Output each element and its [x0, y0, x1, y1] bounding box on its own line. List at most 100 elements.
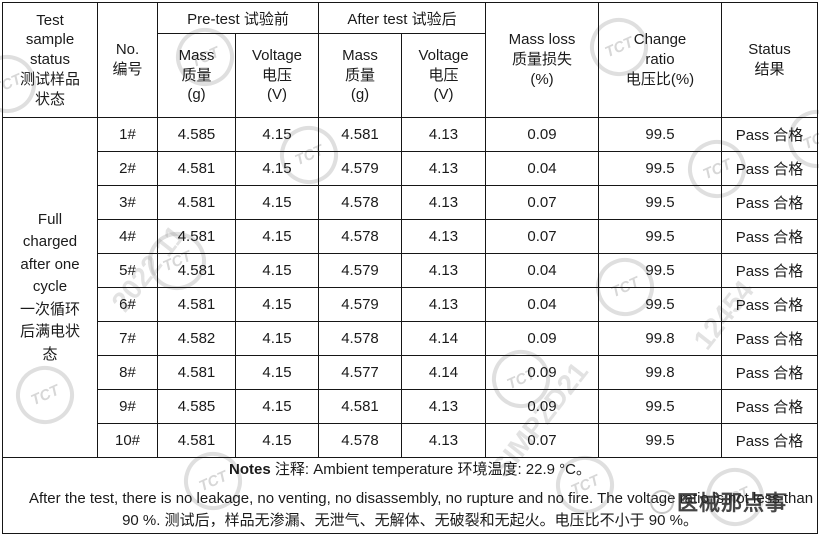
cell-pre-voltage: 4.15 [235, 287, 319, 322]
cell-mass-loss: 0.09 [485, 355, 600, 390]
cell-change-ratio: 99.8 [598, 321, 723, 356]
cell-no: 5# [97, 253, 158, 288]
cell-no: 4# [97, 219, 158, 254]
header-no: No. 编号 [97, 2, 158, 118]
cell-no: 9# [97, 389, 158, 424]
cell-no: 10# [97, 423, 158, 458]
cell-pre-mass: 4.581 [157, 355, 236, 390]
test-results-table: Test sample status 测试样品 状态 No. 编号 Pre-te… [1, 2, 819, 534]
cell-status: Pass 合格 [721, 185, 819, 220]
cell-pre-mass: 4.581 [157, 219, 236, 254]
cell-pre-mass: 4.581 [157, 287, 236, 322]
cell-change-ratio: 99.5 [598, 253, 723, 288]
table-row: Full charged after one cycle 一次循环 后满电状 态… [2, 117, 819, 458]
cell-post-voltage: 4.13 [400, 117, 487, 152]
cell-no: 3# [97, 185, 158, 220]
cell-post-voltage: 4.13 [400, 389, 487, 424]
cell-pre-voltage: 4.15 [235, 321, 319, 356]
cell-post-mass: 4.579 [318, 253, 402, 288]
header-after-test: After test 试验后 [317, 2, 487, 34]
cell-post-voltage: 4.14 [400, 355, 487, 390]
cell-post-mass: 4.581 [318, 117, 402, 152]
header-pre-mass: Mass 质量 (g) [157, 33, 236, 118]
cell-post-voltage: 4.13 [400, 253, 487, 288]
cell-pre-voltage: 4.15 [235, 117, 319, 152]
cell-no: 7# [97, 321, 158, 356]
cell-post-voltage: 4.13 [400, 423, 487, 458]
cell-pre-mass: 4.581 [157, 185, 236, 220]
cell-change-ratio: 99.5 [598, 219, 723, 254]
cell-no: 1# [97, 117, 158, 152]
table-row: 8# 4.581 4.15 4.577 4.14 0.09 99.8 Pass … [3, 355, 819, 390]
cell-status: Pass 合格 [721, 151, 819, 186]
header-mass-loss: Mass loss 质量损失 (%) [485, 2, 600, 118]
cell-change-ratio: 99.8 [598, 355, 723, 390]
cell-change-ratio: 99.5 [598, 389, 723, 424]
cell-mass-loss: 0.09 [485, 321, 600, 356]
header-sample-status: Test sample status 测试样品 状态 [2, 2, 98, 118]
cell-pre-voltage: 4.15 [235, 423, 319, 458]
header-pre-voltage: Voltage 电压 (V) [235, 33, 319, 118]
table-row: 5# 4.581 4.15 4.579 4.13 0.04 99.5 Pass … [3, 253, 819, 288]
cell-pre-voltage: 4.15 [235, 389, 319, 424]
header-change-ratio: Change ratio 电压比(%) [598, 2, 723, 118]
table-row: 2# 4.581 4.15 4.579 4.13 0.04 99.5 Pass … [3, 151, 819, 186]
table-row: 9# 4.585 4.15 4.581 4.13 0.09 99.5 Pass … [3, 389, 819, 424]
cell-change-ratio: 99.5 [598, 117, 723, 152]
cell-status: Pass 合格 [721, 117, 819, 152]
cell-status: Pass 合格 [721, 287, 819, 322]
table-row: 7# 4.582 4.15 4.578 4.14 0.09 99.8 Pass … [3, 321, 819, 356]
cell-status: Pass 合格 [721, 355, 819, 390]
cell-change-ratio: 99.5 [598, 287, 723, 322]
cell-pre-voltage: 4.15 [235, 355, 319, 390]
cell-no: 8# [97, 355, 158, 390]
cell-post-mass: 4.579 [318, 151, 402, 186]
cell-post-mass: 4.577 [318, 355, 402, 390]
cell-mass-loss: 0.07 [485, 185, 600, 220]
cell-pre-mass: 4.581 [157, 151, 236, 186]
cell-status: Pass 合格 [721, 219, 819, 254]
cell-post-mass: 4.578 [318, 185, 402, 220]
cell-change-ratio: 99.5 [598, 423, 723, 458]
cell-status: Pass 合格 [721, 321, 819, 356]
header-pre-test: Pre-test 试验前 [157, 2, 319, 34]
cell-post-mass: 4.581 [318, 389, 402, 424]
cell-post-voltage: 4.13 [400, 151, 487, 186]
cell-change-ratio: 99.5 [598, 185, 723, 220]
cell-status: Pass 合格 [721, 253, 819, 288]
cell-pre-voltage: 4.15 [235, 253, 319, 288]
cell-post-mass: 4.578 [318, 321, 402, 356]
cell-mass-loss: 0.09 [485, 117, 600, 152]
cell-mass-loss: 0.09 [485, 389, 600, 424]
cell-post-voltage: 4.13 [400, 287, 487, 322]
notes-line-ambient: Notes 注释: Ambient temperature 环境温度: 22.9… [3, 459, 817, 481]
header-post-mass: Mass 质量 (g) [318, 33, 402, 118]
cell-post-voltage: 4.14 [400, 321, 487, 356]
cell-post-mass: 4.578 [318, 423, 402, 458]
cell-pre-voltage: 4.15 [235, 151, 319, 186]
cell-post-mass: 4.578 [318, 219, 402, 254]
cell-pre-mass: 4.585 [157, 389, 236, 424]
cell-post-voltage: 4.13 [400, 219, 487, 254]
table-row: 6# 4.581 4.15 4.579 4.13 0.04 99.5 Pass … [3, 287, 819, 322]
cell-no: 2# [97, 151, 158, 186]
cell-mass-loss: 0.04 [485, 287, 600, 322]
cell-mass-loss: 0.07 [485, 423, 600, 458]
cell-pre-voltage: 4.15 [235, 185, 319, 220]
cell-status: Pass 合格 [721, 389, 819, 424]
notes-label: Notes [229, 461, 271, 479]
cell-no: 6# [97, 287, 158, 322]
cell-pre-voltage: 4.15 [235, 219, 319, 254]
table-row: 4# 4.581 4.15 4.578 4.13 0.07 99.5 Pass … [3, 219, 819, 254]
notes-section: Notes 注释: Ambient temperature 环境温度: 22.9… [1, 457, 819, 534]
cell-status: Pass 合格 [721, 423, 819, 458]
header-post-voltage: Voltage 电压 (V) [400, 33, 487, 118]
table-row: 3# 4.581 4.15 4.578 4.13 0.07 99.5 Pass … [3, 185, 819, 220]
cell-change-ratio: 99.5 [598, 151, 723, 186]
table-row: 10# 4.581 4.15 4.578 4.13 0.07 99.5 Pass… [3, 423, 819, 458]
cell-mass-loss: 0.04 [485, 151, 600, 186]
cell-pre-mass: 4.582 [157, 321, 236, 356]
cell-post-mass: 4.579 [318, 287, 402, 322]
cell-pre-mass: 4.585 [157, 117, 236, 152]
